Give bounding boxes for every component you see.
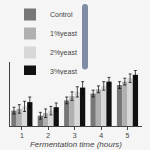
svg-text:4: 4 bbox=[99, 132, 103, 139]
svg-text:2: 2 bbox=[46, 132, 50, 139]
svg-text:5: 5 bbox=[126, 132, 130, 139]
svg-text:Fermentation time (hours): Fermentation time (hours) bbox=[30, 140, 122, 149]
svg-text:1: 1 bbox=[20, 132, 24, 139]
svg-text:2%yeast: 2%yeast bbox=[50, 49, 77, 57]
svg-text:1%yeast: 1%yeast bbox=[50, 30, 77, 38]
svg-text:3: 3 bbox=[73, 132, 77, 139]
svg-text:Control: Control bbox=[50, 11, 73, 18]
svg-text:3%yeast: 3%yeast bbox=[50, 68, 77, 75]
